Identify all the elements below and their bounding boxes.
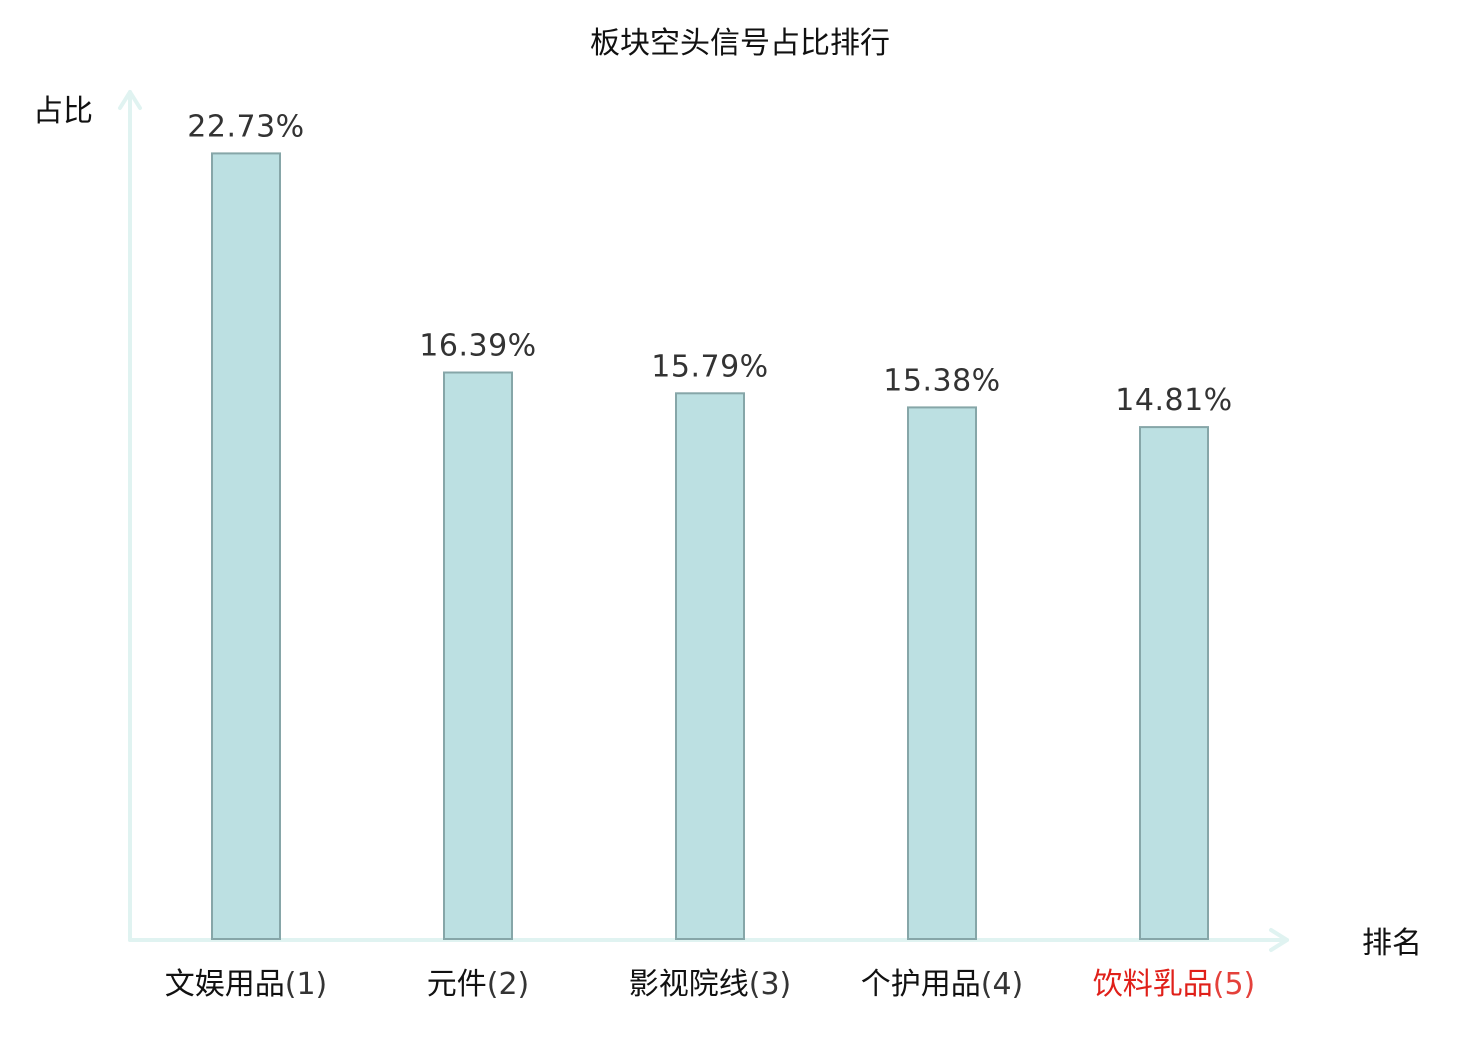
x-tick-rank: (5) xyxy=(1213,967,1256,1002)
bar xyxy=(443,371,513,940)
x-tick-category: 影视院线 xyxy=(629,967,749,1002)
category-labels-group: 文娱用品(1) 元件(2) 影视院线(3) 个护用品(4) 饮料乳品(5) xyxy=(165,967,1256,1002)
x-tick-category: 饮料乳品 xyxy=(1093,967,1213,1002)
x-axis-arrow xyxy=(1269,928,1289,952)
bars-group xyxy=(211,152,1209,940)
y-axis-arrow xyxy=(118,90,142,110)
bar-value-label: 22.73% xyxy=(187,109,304,144)
x-tick-label: 个护用品(4) xyxy=(861,967,1024,1002)
x-tick-rank: (2) xyxy=(487,967,530,1002)
bar-value-label: 14.81% xyxy=(1115,383,1232,418)
x-tick-rank: (4) xyxy=(981,967,1024,1002)
bar xyxy=(907,406,977,940)
x-tick-rank: (3) xyxy=(749,967,792,1002)
x-tick-rank: (1) xyxy=(285,967,328,1002)
bar xyxy=(211,152,281,940)
bar-value-label: 15.38% xyxy=(883,363,1000,398)
x-tick-label: 元件(2) xyxy=(427,967,530,1002)
x-tick-category: 文娱用品 xyxy=(165,967,285,1002)
bar xyxy=(1139,426,1209,940)
x-tick-category: 元件 xyxy=(427,967,487,1002)
x-tick-label: 文娱用品(1) xyxy=(165,967,328,1002)
bar xyxy=(675,392,745,940)
x-tick-label: 饮料乳品(5) xyxy=(1093,967,1256,1002)
x-axis-label: 排名 xyxy=(1362,926,1422,961)
value-labels-group: 22.73% 16.39% 15.79% 15.38% 14.81% xyxy=(187,109,1232,418)
bar-value-label: 16.39% xyxy=(419,329,536,364)
x-tick-label: 影视院线(3) xyxy=(629,967,792,1002)
bar-value-label: 15.79% xyxy=(651,349,768,384)
y-axis-label: 占比 xyxy=(33,94,93,129)
chart-title: 板块空头信号占比排行 xyxy=(590,26,890,61)
x-tick-category: 个护用品 xyxy=(861,967,981,1002)
